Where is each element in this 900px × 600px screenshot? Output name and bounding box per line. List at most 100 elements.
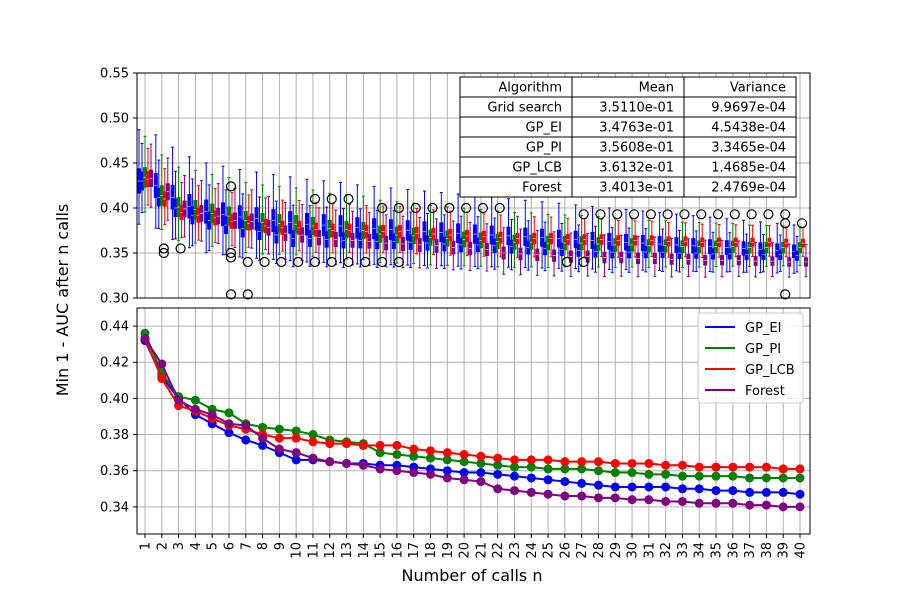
table-header: Variance xyxy=(730,81,786,96)
data-point xyxy=(409,451,419,461)
data-point xyxy=(543,455,553,465)
x-tick-label: 16 xyxy=(390,542,405,559)
data-point xyxy=(778,502,788,512)
bottom-y-tick-label: 0.42 xyxy=(100,356,129,371)
data-point xyxy=(308,453,318,463)
data-point xyxy=(140,334,150,344)
x-tick-label: 6 xyxy=(222,542,237,550)
data-point xyxy=(459,457,469,467)
data-point xyxy=(661,469,671,479)
outlier-point xyxy=(225,289,237,300)
x-tick-label: 18 xyxy=(424,542,439,559)
data-point xyxy=(694,498,704,508)
x-tick-label: 36 xyxy=(726,542,741,559)
table-value: 2.4769e-04 xyxy=(711,181,786,196)
data-point xyxy=(644,458,654,468)
outlier-point xyxy=(780,209,791,220)
data-point xyxy=(593,466,603,476)
data-point xyxy=(593,493,603,503)
data-point xyxy=(761,500,771,510)
x-tick-label: 11 xyxy=(306,542,321,559)
bottom-y-tick-label: 0.36 xyxy=(100,464,129,479)
legend-label: GP_PI xyxy=(745,342,781,357)
data-point xyxy=(342,458,352,468)
data-point xyxy=(728,498,738,508)
table-value: 3.5110e-01 xyxy=(599,101,674,116)
data-point xyxy=(493,460,503,470)
outlier-point xyxy=(612,209,623,220)
data-point xyxy=(644,469,654,479)
data-point xyxy=(190,404,200,414)
top-y-tick-label: 0.30 xyxy=(100,292,129,307)
x-tick-label: 28 xyxy=(592,542,607,559)
data-point xyxy=(728,471,738,481)
data-point xyxy=(358,440,368,450)
x-tick-label: 39 xyxy=(777,542,792,559)
data-point xyxy=(442,455,452,465)
data-point xyxy=(577,457,587,467)
data-point xyxy=(745,473,755,483)
data-point xyxy=(509,455,519,465)
convergence-panel: 1 2 3 4 5 6 7 8 9 10 11 12 13 14 15 16 17 18 19 20 21 22 23 24 2… xyxy=(100,307,811,559)
outlier-point xyxy=(377,256,388,268)
data-point xyxy=(190,395,200,405)
x-tick-label: 2 xyxy=(155,542,170,550)
outlier-point xyxy=(259,256,270,268)
x-tick-label: 14 xyxy=(357,542,372,559)
x-tick-label: 35 xyxy=(710,542,725,559)
outlier-point xyxy=(746,209,757,220)
data-point xyxy=(627,495,637,505)
x-tick-label: 8 xyxy=(256,542,271,550)
data-point xyxy=(694,484,704,494)
data-point xyxy=(274,433,284,443)
x-tick-label: 5 xyxy=(206,542,221,550)
outlier-point xyxy=(645,209,656,220)
data-point xyxy=(493,484,503,494)
data-point xyxy=(644,495,654,505)
data-point xyxy=(375,448,385,458)
data-point xyxy=(795,473,805,483)
boxplot-panel: 0.30 0.35 0.40 0.45 0.50 0.55 Algorithm Mean Var… xyxy=(100,67,811,307)
series-line-GP_EI xyxy=(144,340,801,496)
outlier-point xyxy=(309,193,321,205)
data-point xyxy=(157,374,167,384)
data-point xyxy=(761,462,771,472)
outlier-point xyxy=(293,256,304,268)
series-line-GP_PI xyxy=(144,332,800,479)
x-tick-label: 40 xyxy=(794,542,809,559)
data-point xyxy=(661,460,671,470)
data-point xyxy=(761,473,771,483)
data-point xyxy=(560,464,570,474)
data-point xyxy=(459,449,469,459)
data-point xyxy=(761,487,771,497)
series-line-Forest xyxy=(144,338,800,508)
data-point xyxy=(308,437,318,447)
outlier-point xyxy=(561,256,572,268)
x-tick-label: 37 xyxy=(743,542,758,559)
bottom-y-tick-label: 0.34 xyxy=(100,500,129,515)
data-point xyxy=(610,482,620,492)
top-y-tick-label: 0.45 xyxy=(100,157,129,172)
data-point xyxy=(677,471,687,481)
table-value: Forest xyxy=(522,181,562,196)
table-value: 4.5438e-04 xyxy=(711,121,786,136)
data-point xyxy=(274,444,284,454)
outlier-point xyxy=(225,247,237,259)
legend-label: GP_LCB xyxy=(745,363,795,378)
outlier-point xyxy=(477,202,488,214)
data-point xyxy=(593,480,603,490)
data-point xyxy=(795,502,805,512)
data-point xyxy=(224,408,234,418)
x-tick-label: 12 xyxy=(323,542,338,559)
data-point xyxy=(509,486,519,496)
data-point xyxy=(509,471,519,481)
outlier-point xyxy=(662,209,673,220)
data-point xyxy=(375,464,385,474)
outlier-point xyxy=(410,202,421,214)
legend-label: Forest xyxy=(745,384,785,399)
table-value: 3.4013e-01 xyxy=(599,181,674,196)
table-value: 3.6132e-01 xyxy=(599,161,674,176)
data-point xyxy=(543,475,553,485)
data-point xyxy=(224,428,234,438)
data-point xyxy=(677,496,687,506)
